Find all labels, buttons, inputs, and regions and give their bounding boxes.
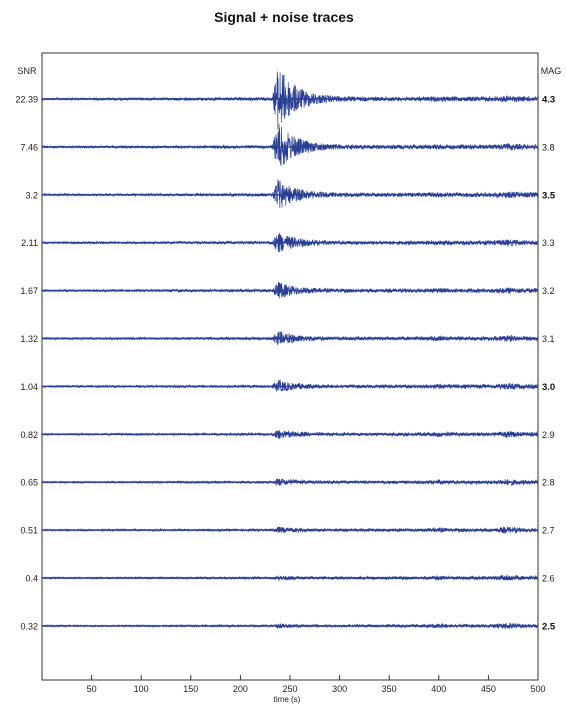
trace-row: 2.11 3.3 <box>21 233 555 253</box>
mag-label: 3.8 <box>542 142 555 152</box>
trace-row: 7.46 3.8 <box>20 124 555 166</box>
mag-label: 3.0 <box>542 382 555 393</box>
trace-row: 0.65 2.8 <box>20 478 554 488</box>
mag-axis-header: MAG <box>541 66 562 76</box>
trace-row: 0.82 2.9 <box>20 430 554 440</box>
x-ticks-group: 50 100 150 200 250 300 350 400 450 500 <box>87 675 546 694</box>
traces-group: 22.39 4.3 7.46 3.8 3.2 3.5 2.11 3.3 1.67 3.2 1.32 3… <box>15 71 556 632</box>
snr-label: 1.04 <box>20 382 38 392</box>
snr-label: 1.32 <box>20 334 38 344</box>
mag-label: 4.3 <box>542 95 555 106</box>
mag-label: 2.6 <box>542 574 555 584</box>
trace-waveform <box>41 179 539 208</box>
snr-label: 7.46 <box>20 142 38 152</box>
trace-row: 0.4 2.6 <box>25 574 554 584</box>
mag-label: 3.5 <box>542 190 556 201</box>
snr-label: 0.65 <box>20 478 38 488</box>
x-tick-label: 150 <box>183 684 198 694</box>
trace-row: 0.51 2.7 <box>20 526 554 536</box>
trace-row: 3.2 3.5 <box>25 179 556 208</box>
x-axis-label: time (s) <box>274 695 301 704</box>
snr-label: 2.11 <box>21 238 38 248</box>
trace-waveform <box>41 71 539 130</box>
trace-row: 0.32 2.5 <box>20 621 555 632</box>
x-tick-label: 250 <box>282 684 297 694</box>
snr-label: 22.39 <box>15 95 38 105</box>
snr-label: 3.2 <box>25 190 38 200</box>
x-tick-label: 400 <box>431 684 446 694</box>
snr-label: 1.67 <box>20 286 38 296</box>
chart-title: Signal + noise traces <box>214 9 354 25</box>
trace-waveform <box>41 124 539 166</box>
mag-label: 3.1 <box>542 334 555 344</box>
snr-label: 0.51 <box>20 526 38 536</box>
x-tick-label: 450 <box>481 684 496 694</box>
trace-row: 1.67 3.2 <box>20 282 555 299</box>
mag-label: 3.3 <box>542 238 555 248</box>
trace-row: 1.32 3.1 <box>20 331 555 346</box>
x-tick-label: 200 <box>233 684 248 694</box>
snr-axis-header: SNR <box>17 66 37 76</box>
snr-label: 0.82 <box>20 430 38 440</box>
mag-label: 2.7 <box>542 526 555 536</box>
mag-label: 2.9 <box>542 430 555 440</box>
x-tick-label: 100 <box>134 684 149 694</box>
snr-label: 0.32 <box>20 621 38 631</box>
x-tick-label: 50 <box>87 684 97 694</box>
trace-row: 1.04 3.0 <box>20 379 555 393</box>
x-tick-label: 500 <box>530 684 545 694</box>
mag-label: 2.8 <box>542 478 555 488</box>
mag-label: 3.2 <box>542 286 555 296</box>
trace-row: 22.39 4.3 <box>15 71 555 130</box>
x-tick-label: 350 <box>382 684 397 694</box>
mag-label: 2.5 <box>542 621 556 632</box>
snr-label: 0.4 <box>25 574 38 584</box>
x-tick-label: 300 <box>332 684 347 694</box>
